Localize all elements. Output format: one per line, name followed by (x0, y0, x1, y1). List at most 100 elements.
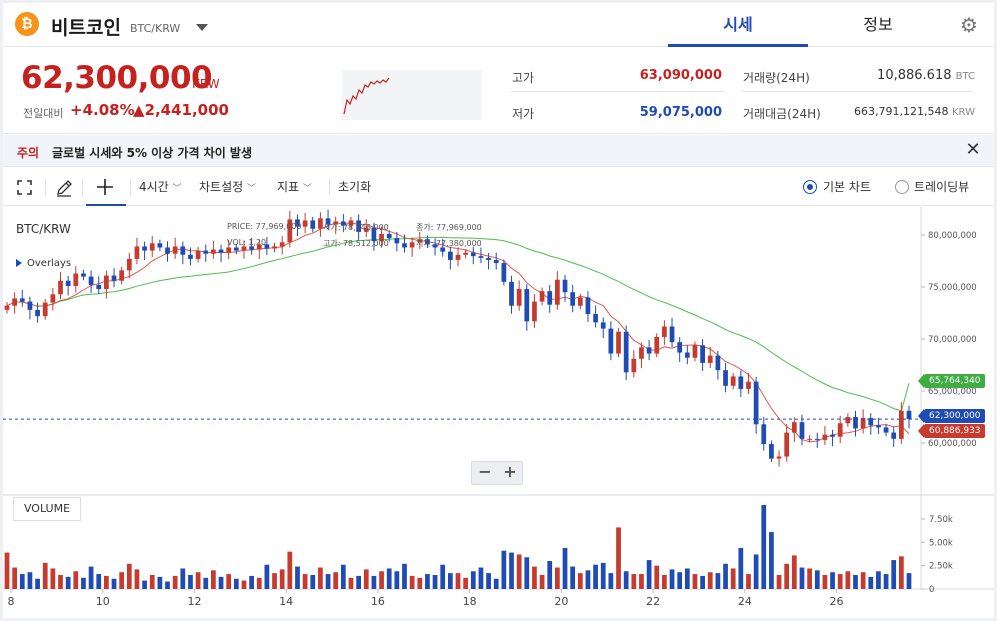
indicators-dropdown[interactable]: 지표 ﹀ (277, 177, 312, 197)
candle-body (249, 246, 254, 250)
gear-icon[interactable]: ⚙ (960, 13, 978, 37)
tradingview-radio[interactable] (895, 180, 909, 194)
candle-body (784, 432, 790, 457)
coin-header: ₿ 비트코인 BTC/KRW 시세 정보 ⚙ (3, 3, 994, 47)
candle-body (371, 227, 377, 242)
volume-bar (180, 568, 186, 589)
volume-bar (853, 575, 858, 589)
ma-short-tag: 60,886,933 (918, 424, 985, 438)
candle-body (585, 297, 591, 315)
candle-body (753, 381, 759, 425)
volume-bar (455, 573, 461, 589)
tab-info[interactable]: 정보 (863, 15, 893, 34)
candle-body (791, 422, 797, 433)
candle-body (272, 246, 277, 249)
volume-bar (402, 563, 407, 589)
crosshair-active-indicator (86, 204, 126, 206)
volume-bar (555, 567, 560, 589)
volume-bar (142, 580, 147, 589)
overlays-toggle[interactable]: Overlays (16, 258, 71, 269)
basic-chart-radio[interactable] (803, 180, 817, 194)
candle-body (50, 294, 56, 303)
price-chart[interactable]: 80,000,000 75,000,000 70,000,000 65,000,000… (3, 207, 994, 618)
candle-body (837, 423, 843, 437)
candle-body (165, 247, 170, 254)
volume-bar (295, 566, 300, 589)
candle-body (486, 257, 491, 260)
candle-body (172, 246, 178, 254)
volume-bar (394, 571, 400, 589)
interval-dropdown[interactable]: 4시간 ﹀ (139, 177, 182, 197)
candle-body (822, 434, 828, 440)
volume-bar (891, 560, 897, 589)
volume-bar (81, 577, 86, 589)
candle-body (27, 301, 33, 310)
volume-bar (822, 575, 828, 589)
coin-name[interactable]: 비트코인 (51, 17, 121, 39)
volume-bar (868, 576, 874, 589)
close-icon[interactable]: ✕ (965, 139, 981, 160)
volume-bar (898, 556, 904, 589)
x-tick-label: 12 (187, 595, 201, 608)
volume-bar (379, 571, 384, 589)
volume-bar (310, 575, 316, 589)
x-tick-label: 24 (738, 595, 752, 608)
coin-pair[interactable]: BTC/KRW (130, 22, 181, 35)
tab-market[interactable]: 시세 (668, 3, 808, 47)
candle-body (180, 246, 186, 255)
volume-bar (432, 575, 438, 589)
candle-body (35, 309, 40, 317)
volume-bar (883, 574, 889, 589)
crosshair-icon[interactable] (97, 179, 113, 195)
candle-body (226, 247, 232, 253)
basic-chart-label[interactable]: 기본 차트 (823, 180, 871, 194)
volume-bar (272, 573, 277, 589)
tradingview-label[interactable]: 트레이딩뷰 (914, 180, 970, 194)
volume-bar (58, 575, 63, 589)
volume-bar (669, 569, 675, 589)
candle-body (394, 238, 400, 244)
chart-settings-dropdown[interactable]: 차트설정 ﹀ (199, 177, 256, 197)
interval-label: 4시간 (139, 180, 169, 194)
candle-body (547, 291, 553, 305)
candle-body (295, 219, 300, 227)
pencil-icon[interactable] (55, 179, 73, 197)
volume-bar (539, 575, 545, 589)
fullscreen-icon[interactable] (17, 180, 32, 195)
zoom-out-button[interactable]: − (478, 462, 492, 481)
candle-body (4, 305, 10, 310)
volume-bar (12, 567, 18, 589)
volume-bar (791, 555, 797, 589)
candle-body (639, 347, 644, 359)
chevron-down-icon[interactable] (196, 24, 208, 31)
candle-body (868, 418, 874, 426)
volume-bar (356, 575, 361, 589)
candle-body (845, 417, 851, 424)
volume-bar (761, 505, 767, 589)
volume-tick-label: 5.00k (929, 538, 953, 548)
candle-body (310, 220, 316, 229)
candle-body (677, 342, 683, 353)
volume-bar (19, 574, 25, 589)
chart-pair-label: BTC/KRW (16, 222, 71, 236)
volume-bar (333, 572, 339, 589)
crosshair-volume: VOL: 1,20 (227, 238, 266, 247)
volume-bar (134, 569, 140, 589)
reset-button[interactable]: 초기화 (338, 180, 372, 194)
volume-bar (218, 576, 224, 589)
candle-body (807, 438, 812, 440)
candle-body (730, 376, 736, 386)
chart-canvas[interactable]: 80,000,000 75,000,000 70,000,000 65,000,000… (3, 207, 994, 618)
volume-bar (73, 571, 79, 589)
y-tick-label: 75,000,000 (928, 283, 977, 293)
change-percent: +4.08% (70, 101, 135, 119)
overlays-label: Overlays (27, 258, 72, 269)
sparkline (342, 70, 482, 120)
chevron-down-icon: ﹀ (247, 184, 257, 194)
info-value: 1,20 (248, 238, 267, 247)
current-price: 62,300,000 (21, 60, 213, 96)
info-value: 77,969,000 (255, 222, 302, 231)
candle-body (524, 289, 530, 322)
candle-body (88, 276, 94, 285)
zoom-in-button[interactable]: + (503, 462, 517, 481)
